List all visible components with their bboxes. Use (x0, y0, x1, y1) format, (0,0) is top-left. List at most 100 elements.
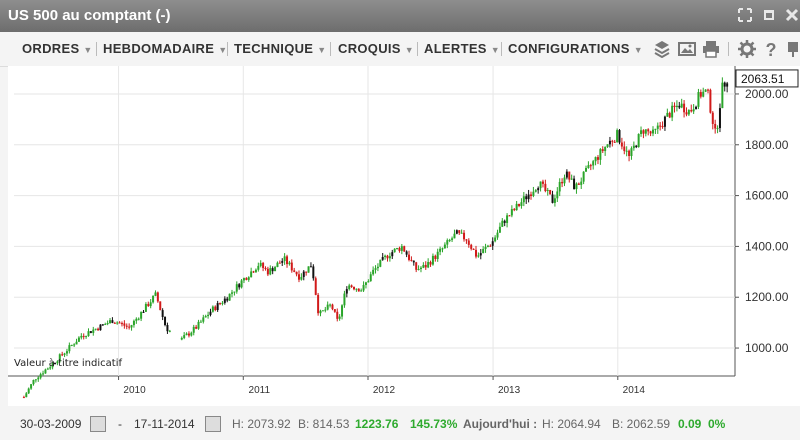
candle-body (678, 105, 681, 108)
candle-body (223, 298, 226, 303)
candle-body (592, 161, 595, 166)
candle-body (259, 262, 262, 266)
calendar-icon[interactable] (205, 416, 221, 432)
candle-body (549, 190, 552, 195)
candle-body (238, 284, 241, 288)
candle-body (125, 325, 128, 327)
menu-hebdomadaire[interactable]: HEBDOMADAIRE ▼ (103, 41, 227, 56)
candle-body (297, 274, 300, 280)
candle-body (613, 141, 616, 143)
candle-body (293, 270, 296, 272)
candle-body (202, 317, 205, 322)
candle-body (37, 377, 40, 380)
candle-body (309, 266, 312, 268)
date-to[interactable]: 17-11-2014 (134, 417, 195, 431)
candle-body (192, 326, 195, 333)
menu-alertes[interactable]: ALERTES ▼ (424, 41, 500, 56)
print-icon[interactable] (702, 40, 720, 58)
candle-body (726, 83, 729, 87)
candle-body (675, 105, 678, 108)
calendar-icon[interactable] (90, 416, 106, 432)
candle-body (474, 249, 477, 257)
layers-icon[interactable] (653, 40, 671, 58)
candle-body (204, 316, 207, 318)
candle-body (350, 285, 353, 287)
candle-body (716, 128, 719, 130)
menu-technique[interactable]: TECHNIQUE ▼ (234, 41, 326, 56)
candle-body (494, 237, 497, 242)
pin-icon[interactable] (786, 40, 800, 58)
candle-body (132, 320, 135, 326)
candle-body (544, 183, 547, 192)
menu-croquis[interactable]: CROQUIS ▼ (338, 41, 414, 56)
menu-croquis-label: CROQUIS (338, 41, 401, 56)
help-icon[interactable]: ? (762, 40, 780, 58)
candle-body (283, 256, 286, 262)
chevron-down-icon: ▼ (633, 45, 643, 55)
candle-body (231, 292, 234, 294)
candle-body (441, 248, 444, 250)
candle-body (199, 321, 202, 323)
candle-body (54, 363, 57, 365)
candle-body (515, 203, 518, 211)
candle-body (30, 384, 33, 389)
x-tick-label: 2011 (249, 385, 271, 396)
candle-body (697, 92, 700, 107)
today-low: B: 2062.59 (612, 417, 671, 431)
candle-body (690, 109, 693, 112)
candle-body (242, 278, 245, 281)
candle-body (319, 310, 322, 314)
candle-body (396, 247, 399, 249)
candle-body (364, 282, 367, 285)
svg-text:?: ? (766, 40, 777, 58)
y-tick-label: 1000.00 (745, 341, 789, 355)
candle-body (403, 246, 406, 252)
candle-body (348, 285, 351, 290)
candle-body (362, 284, 365, 291)
close-icon[interactable] (785, 8, 799, 22)
restore-icon[interactable] (762, 8, 776, 22)
candle-body (623, 146, 626, 152)
candle-body (608, 140, 611, 145)
candle-body (180, 337, 183, 340)
candle-body (166, 324, 169, 332)
chart-background (8, 66, 800, 406)
candle-body (197, 321, 200, 329)
menu-configurations[interactable]: CONFIGURATIONS ▼ (508, 41, 643, 56)
candle-body (393, 248, 396, 253)
menu-ordres-label: ORDRES (22, 41, 80, 56)
candle-body (663, 116, 666, 127)
menu-hebdomadaire-label: HEBDOMADAIRE (103, 41, 215, 56)
candle-body (455, 230, 458, 234)
candle-body (46, 368, 49, 370)
candle-body (68, 345, 71, 352)
candle-body (651, 129, 654, 134)
last-price-label: 2063.51 (741, 72, 785, 86)
image-icon[interactable] (678, 40, 696, 58)
candle-body (77, 337, 80, 342)
candle-body (496, 232, 499, 238)
candle-body (589, 165, 592, 167)
candle-body (85, 336, 88, 338)
candle-body (49, 367, 52, 369)
candle-body (582, 171, 585, 182)
candle-body (149, 302, 152, 307)
candle-body (666, 112, 669, 117)
candle-body (408, 254, 411, 260)
candle-body (183, 335, 186, 338)
candle-body (235, 284, 238, 292)
gear-icon[interactable] (738, 40, 756, 58)
candle-body (120, 323, 123, 325)
candle-body (233, 291, 236, 293)
candle-body (214, 306, 217, 311)
price-chart[interactable]: 1000.00 1200.00 1400.00 1600.00 1800.00 2000.… (8, 66, 800, 406)
expand-icon[interactable] (738, 8, 752, 22)
candle-body (506, 215, 509, 223)
candle-body (190, 332, 193, 336)
candle-body (355, 288, 358, 290)
menu-ordres[interactable]: ORDRES ▼ (22, 41, 93, 56)
candle-body (561, 181, 564, 184)
date-from[interactable]: 30-03-2009 (20, 417, 82, 431)
candle-body (336, 311, 339, 319)
candle-body (384, 255, 387, 258)
